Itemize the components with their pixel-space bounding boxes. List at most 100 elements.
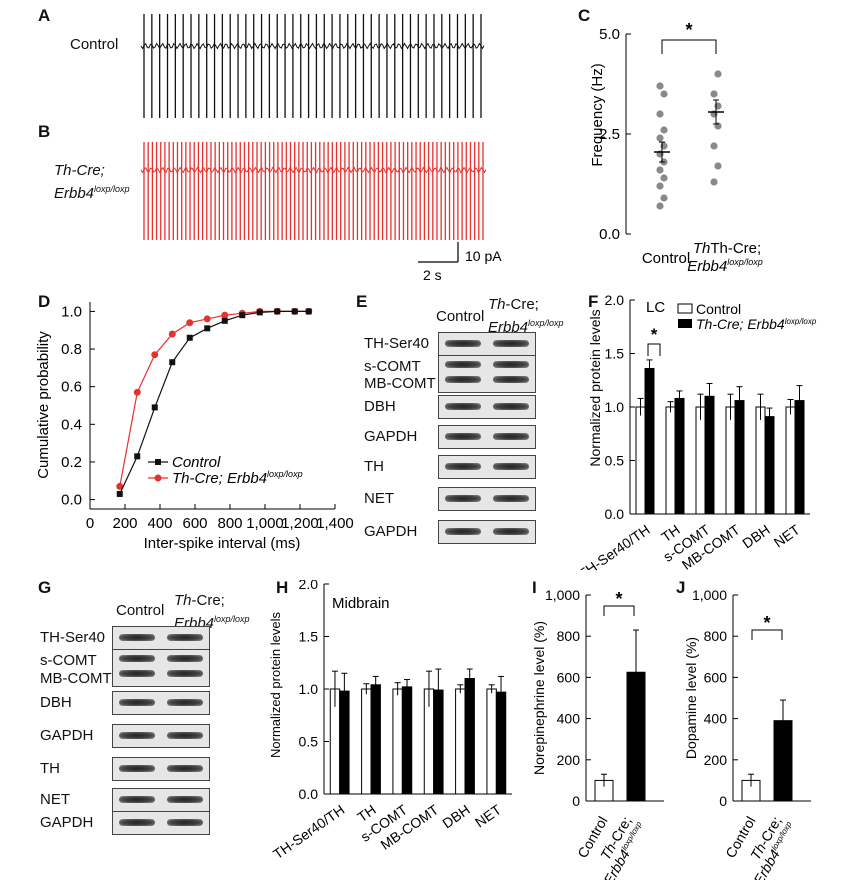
- chart-c-point: [714, 102, 722, 110]
- chart-c-xlabel-mutant-1: ThTh-Cre;: [693, 240, 761, 257]
- chart-d-xtick-label: 200: [112, 515, 137, 532]
- chart-i-ylabel: Norepinephrine level (%): [531, 621, 547, 775]
- trace-label-mutant: Th-Cre; Erbb4loxp/loxp: [54, 162, 130, 202]
- chart-d-point: [274, 308, 281, 315]
- fChart-bar: [704, 395, 715, 515]
- chart-d-point: [116, 490, 123, 497]
- blot-band: [167, 670, 203, 677]
- fChart-xtick-label: NET: [771, 521, 803, 550]
- hChart-bar: [464, 678, 475, 795]
- fChart-xtick-label: TH-Ser40/TH: [575, 521, 652, 570]
- control-trace: [140, 14, 485, 118]
- chart-d-xtick-label: 1,400: [316, 515, 354, 532]
- trace-figure: 10 pA 2 s: [140, 14, 502, 283]
- chart-f-plot: 0.00.51.01.52.0TH-Ser40/TH THs-COMTMB-COM…: [575, 292, 810, 570]
- chart-j-sig-bracket: *: [751, 613, 783, 640]
- chart-c-point: [656, 202, 664, 210]
- chart-d-xtick-label: 0: [86, 515, 94, 532]
- fChart-bar: [755, 406, 766, 515]
- chart-c-point: [660, 174, 668, 182]
- panel-letter-c: C: [578, 6, 591, 25]
- hChart-bar: [361, 688, 372, 795]
- chart-c-xlabel-mutant-2: Erbb4loxp/loxp: [687, 257, 763, 275]
- blot-band: [167, 732, 203, 739]
- blot-row-label: DBH: [364, 398, 396, 415]
- blot-e-col-mutant: Th-Cre; Erbb4loxp/loxp: [488, 296, 564, 336]
- chart-d-xtick-label: 1,200: [281, 515, 319, 532]
- chart-d-ytick-label: 0.0: [61, 492, 82, 509]
- chart-c-point: [660, 126, 668, 134]
- chart-d-point: [116, 482, 124, 490]
- chart-h: Normalized protein levels Midbrain 0.0 0.…: [268, 580, 512, 862]
- fChart-ytick-label: 2.0: [605, 292, 625, 308]
- blot-box: [112, 788, 210, 812]
- scalebar-y-label: 10 pA: [465, 248, 502, 264]
- fChart-bar: [695, 406, 706, 515]
- blot-band: [445, 463, 481, 470]
- chart-d-point: [239, 312, 246, 319]
- blot-band: [493, 376, 529, 383]
- blot-box: [112, 691, 210, 715]
- chart-d-point: [168, 330, 176, 338]
- hChart-xtick-label: TH-Ser40/TH: [270, 801, 347, 862]
- blot-band: [119, 634, 155, 641]
- blot-band: [119, 732, 155, 739]
- control-baseline: [140, 42, 485, 50]
- iChart-ytick-label: 400: [557, 711, 581, 727]
- blot-row-label: NET: [364, 490, 394, 507]
- chart-d-point: [204, 325, 211, 332]
- chart-i-sig-bracket: *: [603, 589, 635, 616]
- hChart-xtick-label: NET: [472, 801, 504, 830]
- chart-d-ylabel: Cumulative probability: [35, 331, 52, 479]
- chart-h-ylabel: Normalized protein levels: [268, 612, 283, 758]
- blot-band: [167, 634, 203, 641]
- blot-e-col-control: Control: [436, 308, 485, 325]
- blot-band: [167, 819, 203, 826]
- blot-row-label: MB-COMT: [40, 670, 112, 687]
- chart-d-point: [151, 351, 159, 359]
- chart-d: Cumulative probability Inter-spike inter…: [35, 302, 354, 552]
- chart-f-legend-control: Control: [696, 301, 741, 317]
- blot-row-label: TH-Ser40: [364, 335, 430, 352]
- chart-f-ylabel: Normalized protein levels: [587, 309, 603, 466]
- panel-letter-f: F: [588, 292, 599, 311]
- chart-c-point: [710, 142, 718, 150]
- chart-d-ytick-label: 0.8: [61, 341, 82, 358]
- legend-control: Control: [172, 454, 221, 471]
- fChart-bar: [785, 406, 796, 515]
- blot-box: [438, 455, 536, 479]
- chart-c-ytick-label: 0.0: [599, 226, 620, 243]
- chart-c-xlabel-control: Control: [642, 250, 690, 267]
- blot-row-label: DBH: [40, 694, 72, 711]
- iChart-ytick-label: 600: [557, 669, 581, 685]
- blot-box: [112, 649, 210, 687]
- blot-band: [445, 433, 481, 440]
- chart-c-ylabel: Frequency (Hz): [589, 63, 606, 166]
- hChart-ytick-label: 0.0: [299, 786, 319, 802]
- blot-band: [493, 361, 529, 368]
- chart-j-plot: 0 200 400 600 800 1,000: [692, 587, 811, 809]
- blot-box: [112, 811, 210, 835]
- trace-label-control: Control: [70, 36, 119, 53]
- mutant-baseline: [140, 166, 487, 174]
- fChart-ytick-label: 1.5: [605, 346, 625, 362]
- fChart-bar: [665, 406, 676, 515]
- blot-box: [438, 425, 536, 449]
- fChart-ytick-label: 1.0: [605, 399, 625, 415]
- blot-band: [445, 376, 481, 383]
- legend-mutant: Th-Cre; Erbb4loxp/loxp: [172, 469, 303, 487]
- blot-band: [445, 495, 481, 502]
- fChart-bar: [635, 406, 646, 515]
- chart-d-legend: Control Th-Cre; Erbb4loxp/loxp: [148, 454, 303, 487]
- chart-j-sig: *: [763, 613, 770, 633]
- chart-c-point: [656, 182, 664, 190]
- chart-c-point: [656, 82, 664, 90]
- blot-row-label: s-COMT: [40, 652, 97, 669]
- chart-d-ytick-label: 0.4: [61, 416, 82, 433]
- blot-box: [438, 332, 536, 356]
- jChart-ytick-label: 200: [704, 752, 728, 768]
- blot-band: [493, 495, 529, 502]
- chart-d-ytick-label: 1.0: [61, 303, 82, 320]
- panel-letter-g: G: [38, 578, 52, 597]
